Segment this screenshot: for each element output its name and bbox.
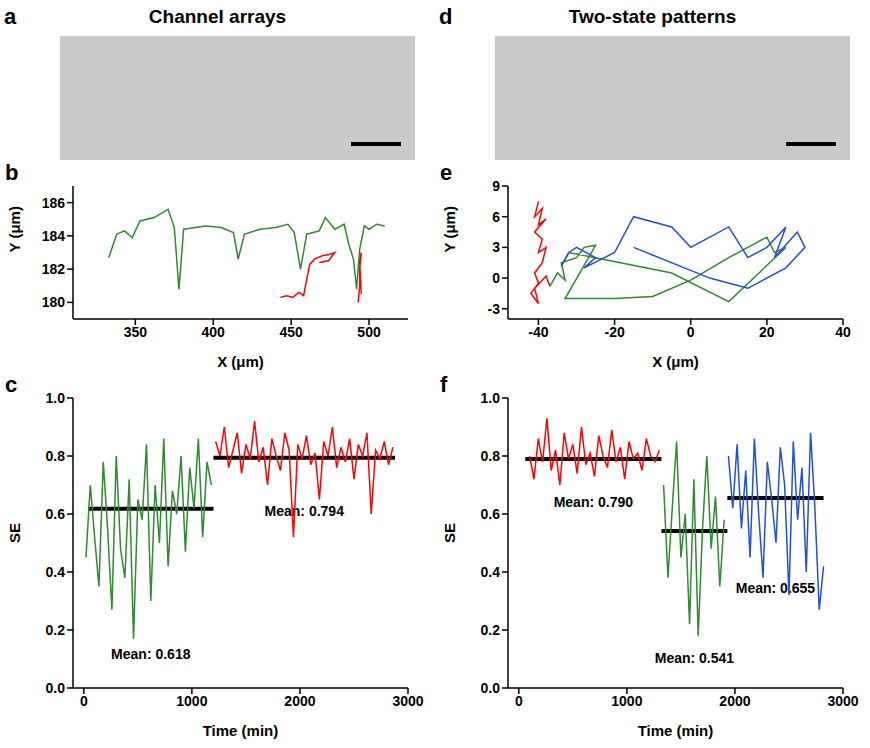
html-text:c: c <box>5 372 18 397</box>
svg-text:3000: 3000 <box>827 693 858 709</box>
svg-text:X (μm): X (μm) <box>652 353 699 370</box>
svg-text:9: 9 <box>492 178 500 194</box>
html-text:b: b <box>5 160 19 185</box>
svg-text:186: 186 <box>42 195 66 211</box>
svg-text:Mean: 0.618: Mean: 0.618 <box>111 646 191 662</box>
svg-text:0.6: 0.6 <box>481 506 501 522</box>
svg-text:184: 184 <box>42 228 66 244</box>
svg-text:1000: 1000 <box>176 693 207 709</box>
html-text:d: d <box>439 4 453 29</box>
svg-text:SE: SE <box>6 523 23 543</box>
html-text:a: a <box>4 4 17 29</box>
svg-text:SE: SE <box>441 523 458 543</box>
svg-text:1000: 1000 <box>611 693 642 709</box>
svg-text:20: 20 <box>759 324 775 340</box>
html-text:Channel arrays: Channel arrays <box>148 6 287 27</box>
svg-text:180: 180 <box>42 294 66 310</box>
svg-text:0.2: 0.2 <box>46 622 66 638</box>
svg-text:Mean: 0.655: Mean: 0.655 <box>736 580 816 596</box>
html-text:e: e <box>440 160 453 185</box>
svg-text:0.6: 0.6 <box>46 506 66 522</box>
svg-text:3: 3 <box>492 239 500 255</box>
svg-text:0: 0 <box>492 270 500 286</box>
svg-text:Y (μm): Y (μm) <box>6 206 23 252</box>
svg-text:0.0: 0.0 <box>46 680 66 696</box>
svg-text:1.0: 1.0 <box>46 390 66 406</box>
svg-text:Mean: 0.541: Mean: 0.541 <box>655 650 735 666</box>
svg-text:Time (min): Time (min) <box>203 722 279 739</box>
svg-text:0.8: 0.8 <box>46 448 66 464</box>
svg-text:0: 0 <box>80 693 88 709</box>
svg-text:Mean: 0.790: Mean: 0.790 <box>554 494 634 510</box>
html-text:Two-state patterns: Two-state patterns <box>568 6 737 27</box>
svg-text:0.8: 0.8 <box>481 448 501 464</box>
svg-text:0: 0 <box>687 324 695 340</box>
html-text:f: f <box>440 372 448 397</box>
svg-text:X (μm): X (μm) <box>217 353 264 370</box>
svg-text:40: 40 <box>835 324 851 340</box>
svg-text:182: 182 <box>42 261 66 277</box>
svg-text:2000: 2000 <box>284 693 315 709</box>
svg-text:3000: 3000 <box>392 693 423 709</box>
svg-text:6: 6 <box>492 209 500 225</box>
svg-text:350: 350 <box>124 324 148 340</box>
svg-text:0: 0 <box>515 693 523 709</box>
svg-text:-20: -20 <box>604 324 624 340</box>
svg-text:500: 500 <box>357 324 381 340</box>
svg-text:0.4: 0.4 <box>46 564 66 580</box>
svg-text:450: 450 <box>279 324 303 340</box>
svg-text:2000: 2000 <box>719 693 750 709</box>
svg-text:-3: -3 <box>488 301 501 317</box>
svg-text:Mean: 0.794: Mean: 0.794 <box>265 503 345 519</box>
svg-text:1.0: 1.0 <box>481 390 501 406</box>
svg-text:0.0: 0.0 <box>481 680 501 696</box>
svg-text:Y (μm): Y (μm) <box>441 206 458 252</box>
svg-text:400: 400 <box>202 324 226 340</box>
svg-text:0.2: 0.2 <box>481 622 501 638</box>
svg-text:0.4: 0.4 <box>481 564 501 580</box>
svg-text:Time (min): Time (min) <box>638 722 714 739</box>
svg-text:-40: -40 <box>528 324 548 340</box>
